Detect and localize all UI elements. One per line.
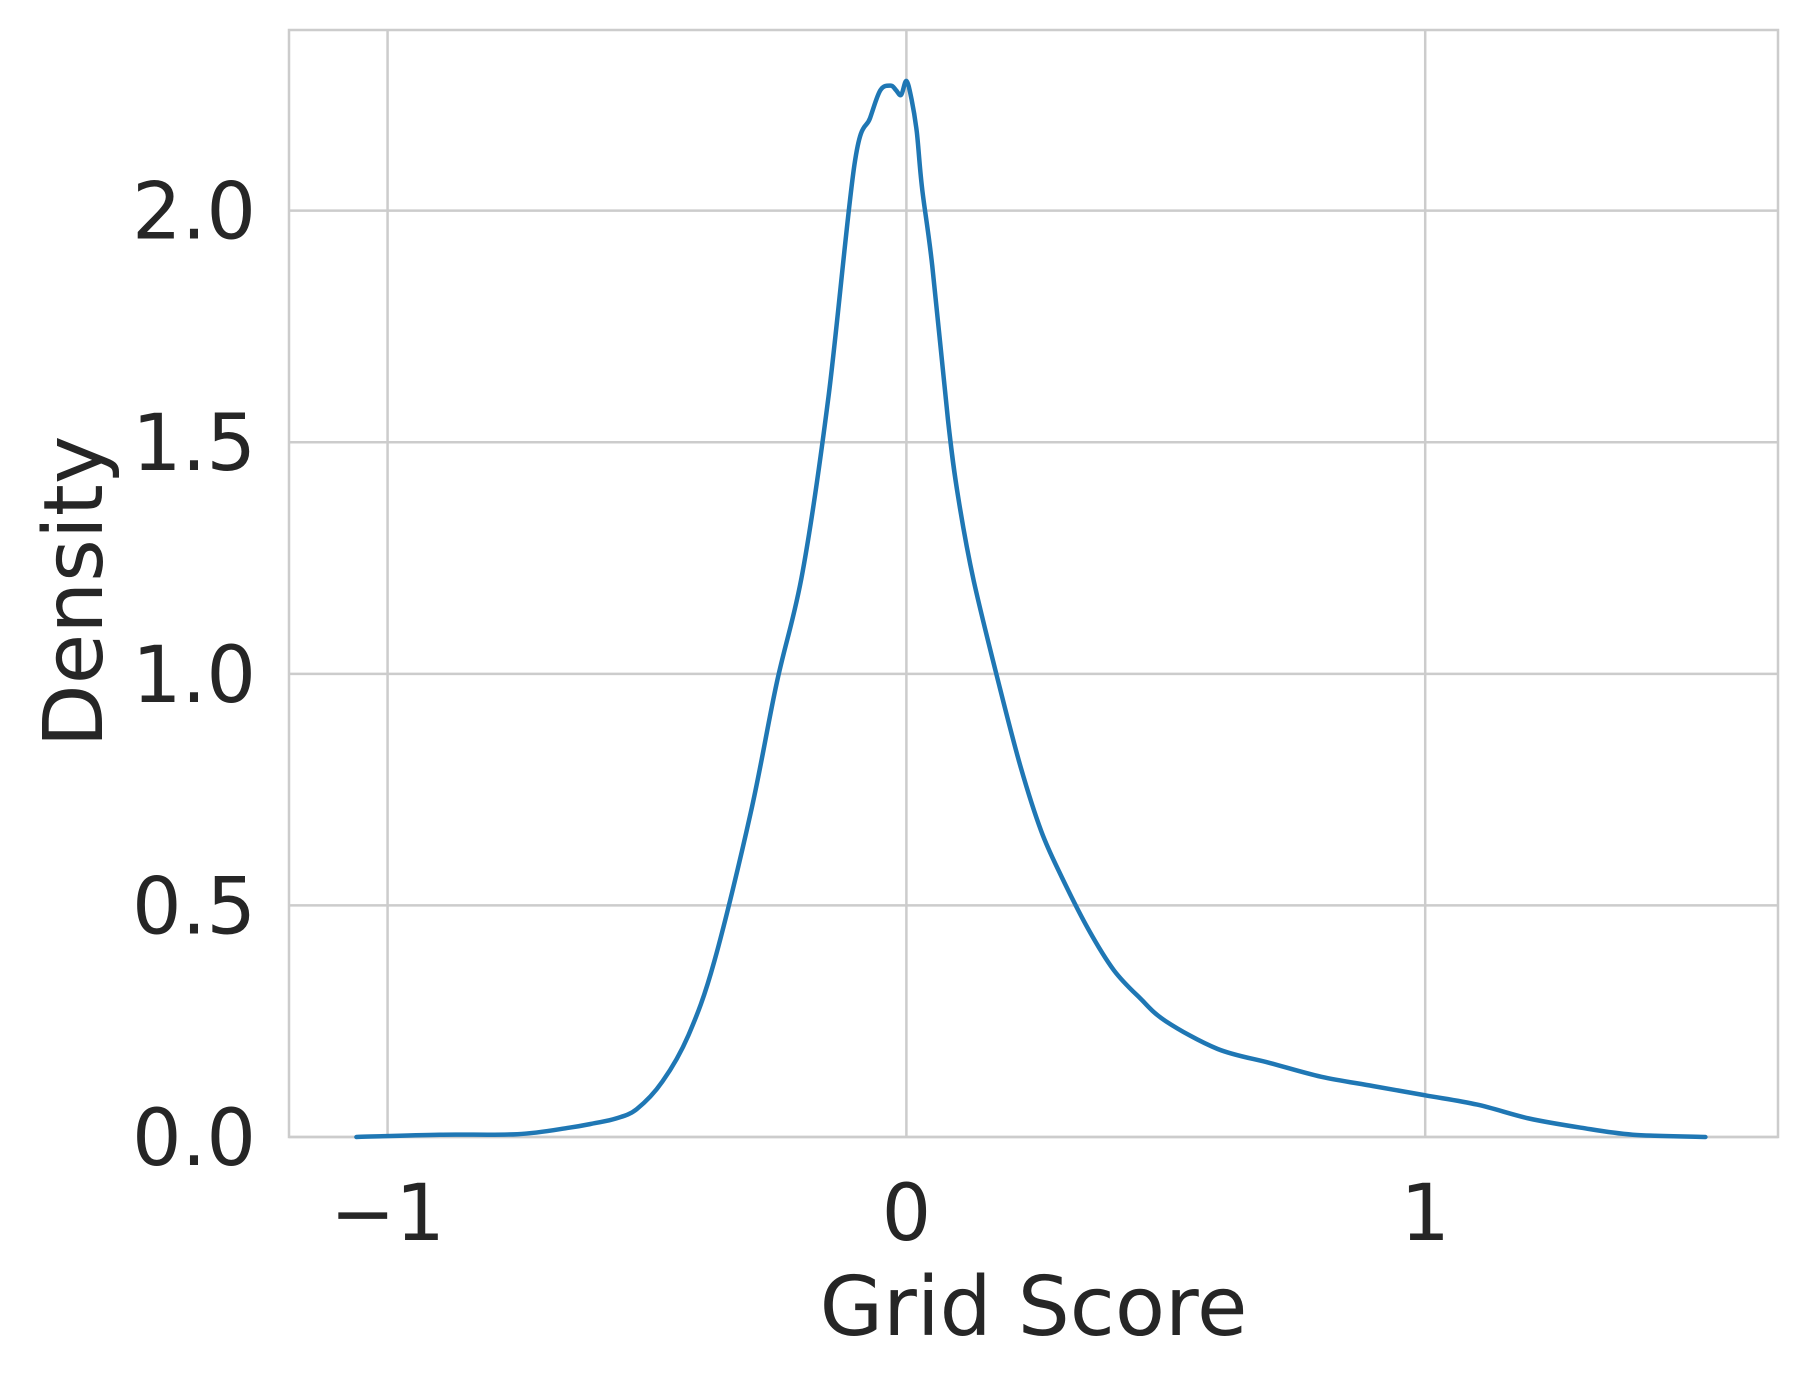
x-tick-label: −1 bbox=[330, 1169, 445, 1259]
y-tick-label: 2.0 bbox=[132, 168, 256, 258]
x-tick-labels: −1 0 1 bbox=[330, 1169, 1450, 1259]
x-tick-label: 0 bbox=[882, 1169, 932, 1259]
y-tick-label: 0.5 bbox=[132, 862, 256, 952]
x-tick-label: 1 bbox=[1400, 1169, 1450, 1259]
density-line bbox=[354, 78, 1708, 1140]
y-axis-title: Density bbox=[27, 436, 122, 748]
grid-lines bbox=[289, 30, 1778, 1139]
y-tick-label: 1.0 bbox=[132, 631, 256, 721]
plot-frame bbox=[287, 28, 1780, 1139]
y-tick-labels: 0.0 0.5 1.0 1.5 2.0 bbox=[132, 168, 256, 1184]
y-tick-label: 0.0 bbox=[132, 1094, 256, 1184]
x-axis-title: Grid Score bbox=[820, 1260, 1248, 1355]
y-tick-label: 1.5 bbox=[132, 399, 256, 489]
